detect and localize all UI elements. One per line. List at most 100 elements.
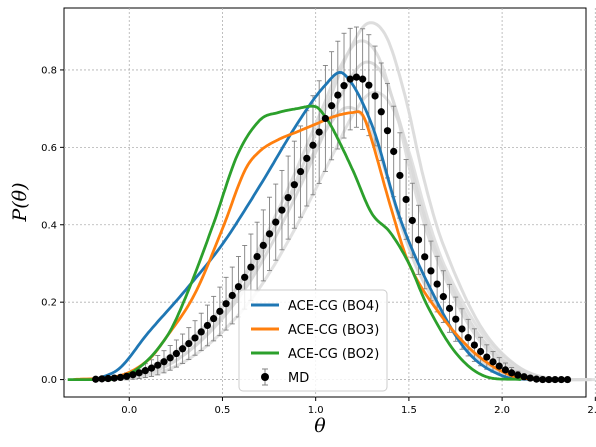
md-points bbox=[92, 73, 572, 384]
md-point bbox=[508, 369, 516, 377]
md-point bbox=[390, 147, 398, 156]
md-point bbox=[309, 141, 317, 149]
md-point bbox=[185, 339, 193, 348]
md-point bbox=[526, 374, 534, 382]
md-point bbox=[272, 218, 280, 226]
md-point bbox=[514, 371, 522, 379]
legend-label-md: MD bbox=[288, 371, 309, 386]
md-point bbox=[371, 92, 379, 100]
md-point bbox=[396, 171, 404, 180]
series-lines bbox=[67, 71, 540, 381]
md-point bbox=[501, 366, 510, 374]
md-point bbox=[191, 334, 199, 342]
reference-band-curve bbox=[110, 90, 596, 382]
legend-label-bo4: ACE-CG (BO4) bbox=[288, 299, 379, 314]
md-point bbox=[414, 236, 423, 244]
md-point bbox=[129, 371, 137, 379]
x-axis-title: θ bbox=[314, 415, 326, 437]
md-point bbox=[545, 375, 553, 384]
md-point bbox=[284, 193, 292, 202]
md-point bbox=[303, 154, 311, 162]
md-point bbox=[377, 108, 385, 116]
legend-label-bo2: ACE-CG (BO2) bbox=[288, 347, 379, 362]
reference-band-curve bbox=[84, 105, 570, 382]
x-tick-label: 1.0 bbox=[308, 405, 324, 416]
md-point bbox=[421, 253, 429, 261]
md-point bbox=[551, 375, 559, 384]
md-point bbox=[483, 353, 491, 361]
md-point bbox=[365, 81, 373, 89]
md-point bbox=[427, 267, 435, 275]
md-point bbox=[532, 375, 541, 383]
x-tick-label: 1.5 bbox=[401, 405, 417, 416]
md-point bbox=[179, 345, 187, 353]
md-point bbox=[104, 374, 112, 383]
series-line bbox=[67, 104, 521, 381]
md-point bbox=[359, 75, 367, 83]
md-point bbox=[265, 230, 274, 238]
y-tick-label: 0.0 bbox=[41, 375, 57, 386]
md-point bbox=[476, 347, 485, 356]
md-point bbox=[92, 375, 100, 383]
series-line bbox=[73, 110, 540, 381]
md-point bbox=[433, 280, 441, 288]
axis-ticks: 0.0 0.5 1.0 1.5 2.0 2.5 0.0 0.2 0.4 0.6 0.8 bbox=[41, 65, 596, 416]
reference-band-curve bbox=[106, 21, 592, 382]
md-point bbox=[197, 328, 205, 336]
md-point bbox=[290, 181, 298, 189]
md-point bbox=[340, 82, 348, 90]
md-point bbox=[445, 304, 454, 312]
md-point bbox=[470, 341, 478, 349]
y-axis-title: P(θ) bbox=[9, 182, 31, 222]
md-point bbox=[334, 91, 342, 99]
md-point bbox=[123, 372, 131, 380]
md-point bbox=[216, 307, 224, 315]
md-point bbox=[172, 349, 180, 358]
md-point bbox=[315, 128, 323, 136]
md-point bbox=[278, 206, 286, 214]
md-point bbox=[259, 241, 267, 250]
y-tick-label: 0.4 bbox=[41, 220, 57, 231]
y-tick-label: 0.2 bbox=[41, 298, 57, 309]
md-point bbox=[166, 354, 174, 362]
md-point bbox=[489, 358, 497, 366]
legend-box bbox=[238, 289, 388, 392]
md-point bbox=[402, 195, 410, 204]
md-point bbox=[222, 300, 230, 308]
y-tick-label: 0.6 bbox=[41, 143, 57, 154]
md-point bbox=[110, 374, 118, 382]
md-point bbox=[253, 252, 261, 261]
md-point bbox=[147, 364, 156, 372]
md-point bbox=[539, 375, 547, 384]
md-point bbox=[203, 321, 212, 330]
md-point bbox=[439, 293, 447, 301]
md-point bbox=[247, 263, 255, 271]
md-point bbox=[495, 362, 503, 370]
md-point bbox=[327, 102, 336, 110]
md-point bbox=[408, 216, 416, 225]
md-point bbox=[234, 283, 243, 291]
md-point bbox=[520, 373, 528, 381]
legend-label-bo3: ACE-CG (BO3) bbox=[288, 323, 379, 338]
md-point bbox=[464, 334, 472, 342]
md-point bbox=[458, 325, 466, 333]
x-tick-label: 0.5 bbox=[215, 405, 231, 416]
md-point bbox=[352, 73, 361, 81]
reference-bands bbox=[84, 21, 596, 382]
md-point bbox=[321, 114, 329, 123]
x-tick-label: 2.0 bbox=[494, 405, 510, 416]
md-point bbox=[346, 75, 354, 83]
md-point bbox=[135, 369, 143, 377]
md-point bbox=[160, 358, 168, 366]
x-tick-label: 0.0 bbox=[121, 405, 137, 416]
md-point bbox=[296, 167, 305, 176]
md-point bbox=[210, 315, 218, 323]
md-point bbox=[98, 375, 106, 383]
md-point bbox=[154, 361, 162, 369]
md-point bbox=[383, 127, 392, 135]
md-point bbox=[563, 375, 572, 384]
legend: ACE-CG (BO4) ACE-CG (BO3) ACE-CG (BO2) M… bbox=[238, 289, 388, 392]
md-point bbox=[241, 273, 249, 281]
md-point bbox=[557, 375, 565, 384]
legend-swatch-md bbox=[261, 368, 269, 386]
